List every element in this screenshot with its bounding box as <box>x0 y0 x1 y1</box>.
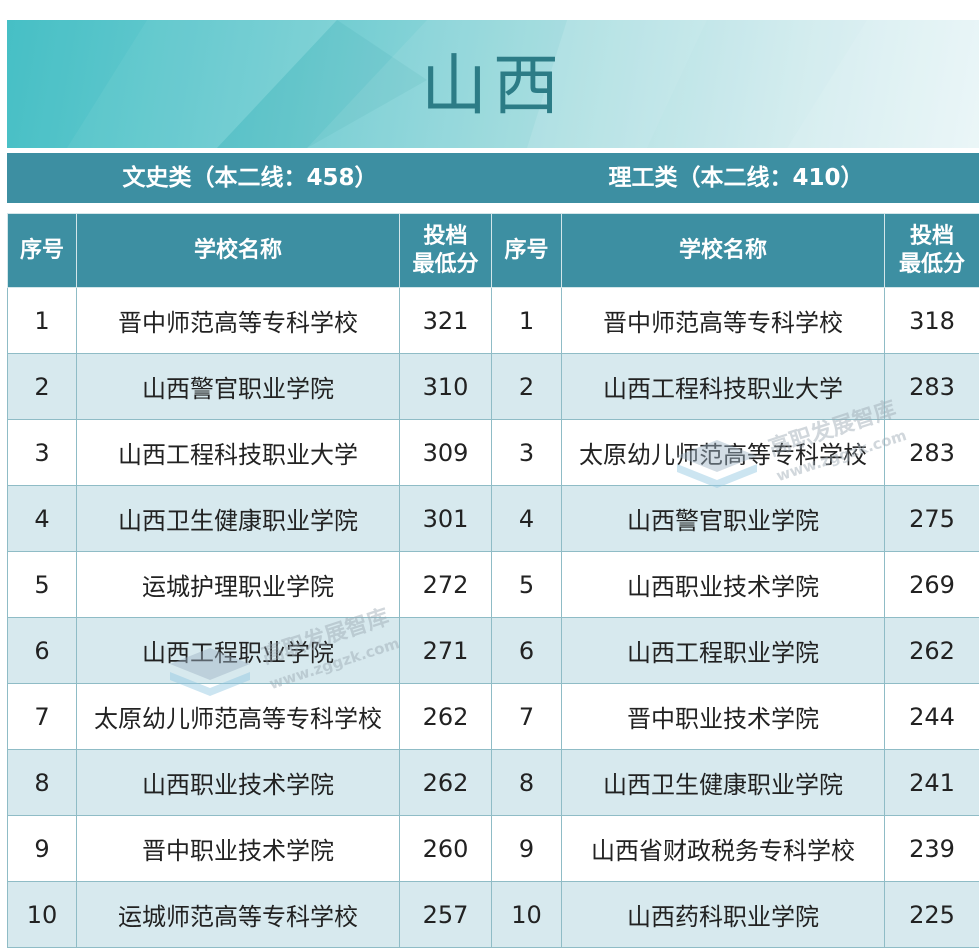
left-school: 山西职业技术学院 <box>77 750 400 816</box>
left-score: 260 <box>400 816 492 882</box>
left-score: 310 <box>400 354 492 420</box>
left-school: 晋中师范高等专科学校 <box>77 288 400 354</box>
left-index: 1 <box>8 288 77 354</box>
left-index: 8 <box>8 750 77 816</box>
header-score-line2: 最低分 <box>899 252 965 277</box>
left-index: 7 <box>8 684 77 750</box>
left-school: 运城护理职业学院 <box>77 552 400 618</box>
header-index: 序号 <box>492 214 562 288</box>
right-school: 山西职业技术学院 <box>562 552 885 618</box>
right-school: 山西工程科技职业大学 <box>562 354 885 420</box>
right-school: 山西工程职业学院 <box>562 618 885 684</box>
header-score-line1: 投档 <box>423 224 467 249</box>
right-index: 4 <box>492 486 562 552</box>
header-score-line1: 投档 <box>910 224 954 249</box>
left-index: 9 <box>8 816 77 882</box>
left-school: 山西卫生健康职业学院 <box>77 486 400 552</box>
left-index: 10 <box>8 882 77 948</box>
left-score: 271 <box>400 618 492 684</box>
right-index: 1 <box>492 288 562 354</box>
right-score: 318 <box>885 288 979 354</box>
right-score: 225 <box>885 882 979 948</box>
right-index: 10 <box>492 882 562 948</box>
header-score: 投档最低分 <box>885 214 979 288</box>
right-index: 2 <box>492 354 562 420</box>
category-liberal-arts: 文史类（本二线：458） <box>7 153 493 203</box>
left-score: 309 <box>400 420 492 486</box>
right-index: 5 <box>492 552 562 618</box>
left-school: 山西警官职业学院 <box>77 354 400 420</box>
right-index: 7 <box>492 684 562 750</box>
table-row: 9 晋中职业技术学院 260 9 山西省财政税务专科学校 239 <box>8 816 979 882</box>
left-index: 2 <box>8 354 77 420</box>
left-school: 山西工程科技职业大学 <box>77 420 400 486</box>
header-score: 投档最低分 <box>400 214 492 288</box>
table-row: 5 运城护理职业学院 272 5 山西职业技术学院 269 <box>8 552 979 618</box>
left-index: 5 <box>8 552 77 618</box>
right-score: 283 <box>885 354 979 420</box>
header-index: 序号 <box>8 214 77 288</box>
table-row: 7 太原幼儿师范高等专科学校 262 7 晋中职业技术学院 244 <box>8 684 979 750</box>
table-row: 1 晋中师范高等专科学校 321 1 晋中师范高等专科学校 318 <box>8 288 979 354</box>
right-score: 269 <box>885 552 979 618</box>
right-school: 山西药科职业学院 <box>562 882 885 948</box>
right-school: 山西省财政税务专科学校 <box>562 816 885 882</box>
table-header-row: 序号 学校名称 投档最低分 序号 学校名称 投档最低分 <box>8 214 979 288</box>
right-score: 275 <box>885 486 979 552</box>
right-school: 山西警官职业学院 <box>562 486 885 552</box>
table-row: 2 山西警官职业学院 310 2 山西工程科技职业大学 283 <box>8 354 979 420</box>
table-row: 4 山西卫生健康职业学院 301 4 山西警官职业学院 275 <box>8 486 979 552</box>
left-school: 山西工程职业学院 <box>77 618 400 684</box>
left-school: 运城师范高等专科学校 <box>77 882 400 948</box>
right-score: 283 <box>885 420 979 486</box>
header-school: 学校名称 <box>562 214 885 288</box>
right-score: 241 <box>885 750 979 816</box>
category-science: 理工类（本二线：410） <box>493 153 979 203</box>
table-row: 3 山西工程科技职业大学 309 3 太原幼儿师范高等专科学校 283 <box>8 420 979 486</box>
right-school: 晋中师范高等专科学校 <box>562 288 885 354</box>
table-row: 10 运城师范高等专科学校 257 10 山西药科职业学院 225 <box>8 882 979 948</box>
score-table: 序号 学校名称 投档最低分 序号 学校名称 投档最低分 1 晋中师范高等专科学校… <box>7 213 979 948</box>
right-index: 3 <box>492 420 562 486</box>
right-index: 6 <box>492 618 562 684</box>
left-index: 3 <box>8 420 77 486</box>
table-row: 6 山西工程职业学院 271 6 山西工程职业学院 262 <box>8 618 979 684</box>
left-score: 301 <box>400 486 492 552</box>
left-school: 太原幼儿师范高等专科学校 <box>77 684 400 750</box>
header-score-line2: 最低分 <box>412 252 478 277</box>
right-school: 山西卫生健康职业学院 <box>562 750 885 816</box>
left-score: 262 <box>400 684 492 750</box>
right-score: 239 <box>885 816 979 882</box>
right-score: 262 <box>885 618 979 684</box>
page-title: 山西 <box>7 48 979 124</box>
right-index: 9 <box>492 816 562 882</box>
category-bar: 文史类（本二线：458） 理工类（本二线：410） <box>7 153 979 203</box>
table-row: 8 山西职业技术学院 262 8 山西卫生健康职业学院 241 <box>8 750 979 816</box>
right-school: 太原幼儿师范高等专科学校 <box>562 420 885 486</box>
right-score: 244 <box>885 684 979 750</box>
left-score: 272 <box>400 552 492 618</box>
left-score: 257 <box>400 882 492 948</box>
right-school: 晋中职业技术学院 <box>562 684 885 750</box>
left-score: 321 <box>400 288 492 354</box>
left-school: 晋中职业技术学院 <box>77 816 400 882</box>
header-school: 学校名称 <box>77 214 400 288</box>
left-score: 262 <box>400 750 492 816</box>
right-index: 8 <box>492 750 562 816</box>
left-index: 4 <box>8 486 77 552</box>
title-banner: 山西 <box>7 20 979 148</box>
left-index: 6 <box>8 618 77 684</box>
